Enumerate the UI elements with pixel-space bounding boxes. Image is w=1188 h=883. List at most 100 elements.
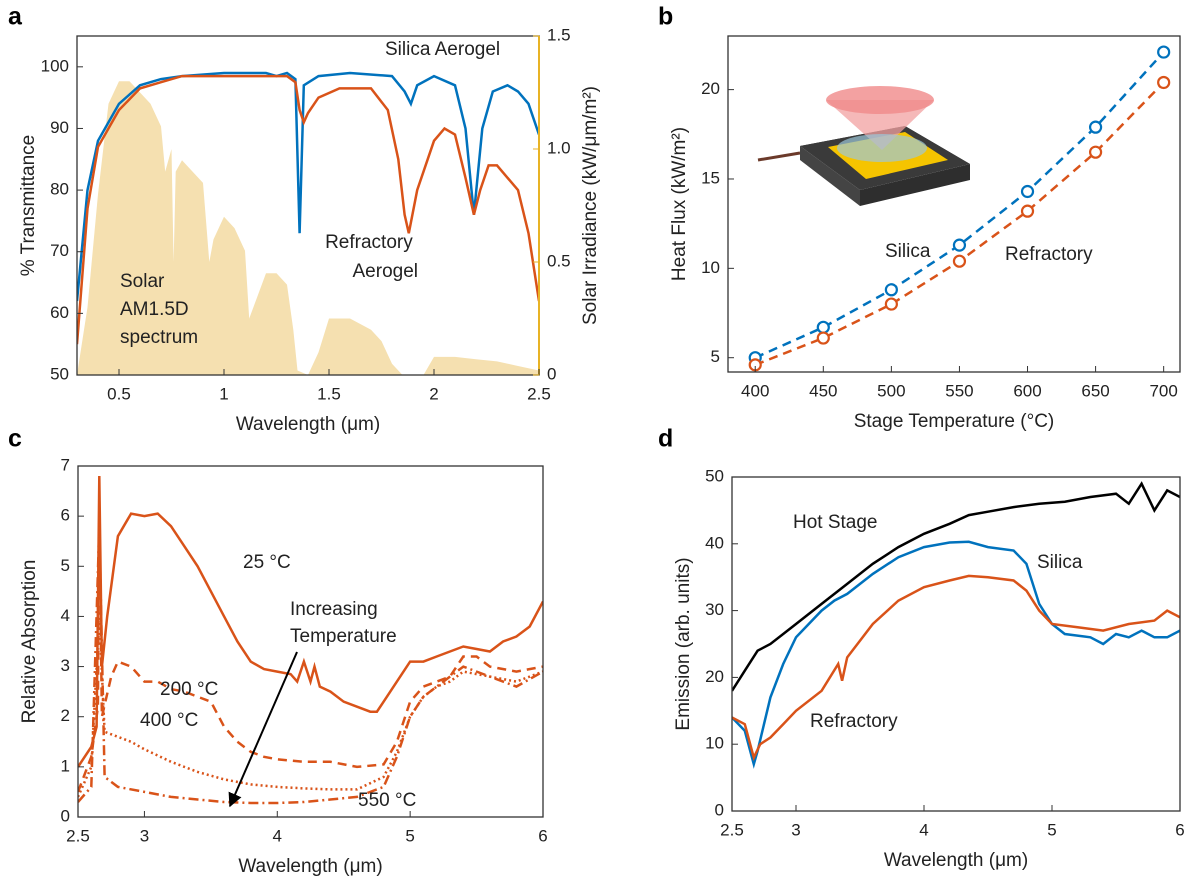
y-tick-label: 0 xyxy=(715,800,724,819)
annotation: Increasing Temperature xyxy=(290,599,397,647)
x-tick-label: 500 xyxy=(877,381,905,400)
y-axis-label: Relative Absorption xyxy=(19,560,40,724)
y2-tick-label: 0 xyxy=(547,364,556,383)
series-label: Silica xyxy=(1037,552,1083,573)
series-label: 200 °C xyxy=(160,679,218,700)
x-tick-label: 700 xyxy=(1149,381,1177,400)
y-tick-label: 10 xyxy=(701,258,720,277)
data-point xyxy=(1088,120,1103,134)
x-tick-label: 600 xyxy=(1013,381,1041,400)
y-tick-label: 60 xyxy=(50,303,69,322)
solar-area xyxy=(77,81,539,375)
y-tick-label: 30 xyxy=(705,600,724,619)
y-tick-label: 90 xyxy=(50,118,69,137)
data-point xyxy=(1157,75,1171,90)
y-axis-label: % Transmittance xyxy=(18,135,39,277)
data-point xyxy=(952,254,967,268)
series-line xyxy=(77,71,539,302)
x-tick-label: 6 xyxy=(538,826,547,845)
plot-area xyxy=(732,481,1180,769)
x-tick-label: 3 xyxy=(140,826,149,845)
data-point xyxy=(884,297,898,311)
x-tick-label: 5 xyxy=(1047,820,1056,839)
x-axis-label: Wavelength (μm) xyxy=(238,856,382,877)
inset-cone xyxy=(826,100,934,150)
plot-area xyxy=(78,475,543,805)
x-tick-label: 6 xyxy=(1175,820,1184,839)
x-axis-label: Wavelength (μm) xyxy=(884,850,1028,871)
inset-wire xyxy=(757,151,801,162)
x-tick-label: 1 xyxy=(219,384,228,403)
series-line xyxy=(732,574,1180,762)
data-point xyxy=(952,238,967,252)
y-tick-label: 4 xyxy=(61,606,70,625)
series-label: 25 °C xyxy=(243,552,291,573)
x-tick-label: 0.5 xyxy=(107,384,131,403)
data-point xyxy=(816,331,830,345)
series-label: Solar AM1.5D spectrum xyxy=(120,271,198,348)
series-line xyxy=(77,74,539,345)
series-line xyxy=(78,475,543,768)
y-tick-label: 5 xyxy=(61,556,70,575)
y-tick-label: 20 xyxy=(705,667,724,686)
series-line xyxy=(732,540,1180,769)
y-tick-label: 6 xyxy=(61,506,70,525)
x-tick-label: 4 xyxy=(273,826,282,845)
plot-area xyxy=(77,71,539,375)
axes-frame xyxy=(731,476,1181,812)
series-line xyxy=(754,51,1165,359)
inset-disc xyxy=(837,134,927,162)
y2-tick-label: 1.0 xyxy=(547,138,571,157)
series-line xyxy=(78,516,543,793)
y2-tick-label: 0.5 xyxy=(547,251,571,270)
series-label: 400 °C xyxy=(140,710,198,731)
x-axis-label: Stage Temperature (°C) xyxy=(854,411,1055,432)
x-tick-label: 1.5 xyxy=(317,384,341,403)
data-point xyxy=(1020,184,1035,199)
series-label: Refractory Aerogel xyxy=(325,232,418,282)
inset-cone-top xyxy=(826,86,934,114)
y2-axis-label: Solar Irradiance (kW/μm/m²) xyxy=(580,86,601,325)
series-line xyxy=(78,526,543,805)
x-tick-label: 2.5 xyxy=(66,826,90,845)
series-label: Silica xyxy=(885,241,931,262)
y-tick-label: 40 xyxy=(705,533,724,552)
axes-frame xyxy=(77,465,544,818)
y-tick-label: 5 xyxy=(711,347,720,366)
y-tick-label: 10 xyxy=(705,734,724,753)
data-point xyxy=(816,320,830,334)
panel-letter: b xyxy=(658,3,673,31)
y-tick-label: 50 xyxy=(705,466,724,485)
x-tick-label: 4 xyxy=(919,820,928,839)
x-tick-label: 2.5 xyxy=(527,384,551,403)
series-label: Refractory xyxy=(1005,244,1093,265)
y-tick-label: 3 xyxy=(61,656,70,675)
x-tick-label: 650 xyxy=(1081,381,1109,400)
series-label: Refractory xyxy=(810,711,898,732)
y-tick-label: 2 xyxy=(61,706,70,725)
x-tick-label: 2 xyxy=(429,384,438,403)
y-tick-label: 7 xyxy=(61,455,70,474)
x-tick-label: 450 xyxy=(809,381,837,400)
y-tick-label: 70 xyxy=(50,241,69,260)
y-tick-label: 80 xyxy=(50,180,69,199)
y-tick-label: 15 xyxy=(701,168,720,187)
x-tick-label: 400 xyxy=(741,381,769,400)
y-axis-label: Heat Flux (kW/m²) xyxy=(669,127,690,281)
plot-area xyxy=(754,51,1165,367)
y-axis-label: Emission (arb. units) xyxy=(673,557,694,730)
y-tick-label: 50 xyxy=(50,364,69,383)
series-line xyxy=(78,616,543,798)
series-label: 550 °C xyxy=(358,790,416,811)
data-point xyxy=(884,283,898,297)
annotation-arrow xyxy=(228,651,298,808)
panel-letter: c xyxy=(8,425,22,453)
axes-frame xyxy=(727,35,1181,373)
y-tick-label: 20 xyxy=(701,79,720,98)
panel-letter: d xyxy=(658,425,673,453)
x-axis-label: Wavelength (μm) xyxy=(236,414,380,435)
x-tick-label: 2.5 xyxy=(720,820,744,839)
x-tick-label: 5 xyxy=(405,826,414,845)
data-point xyxy=(1020,204,1035,218)
